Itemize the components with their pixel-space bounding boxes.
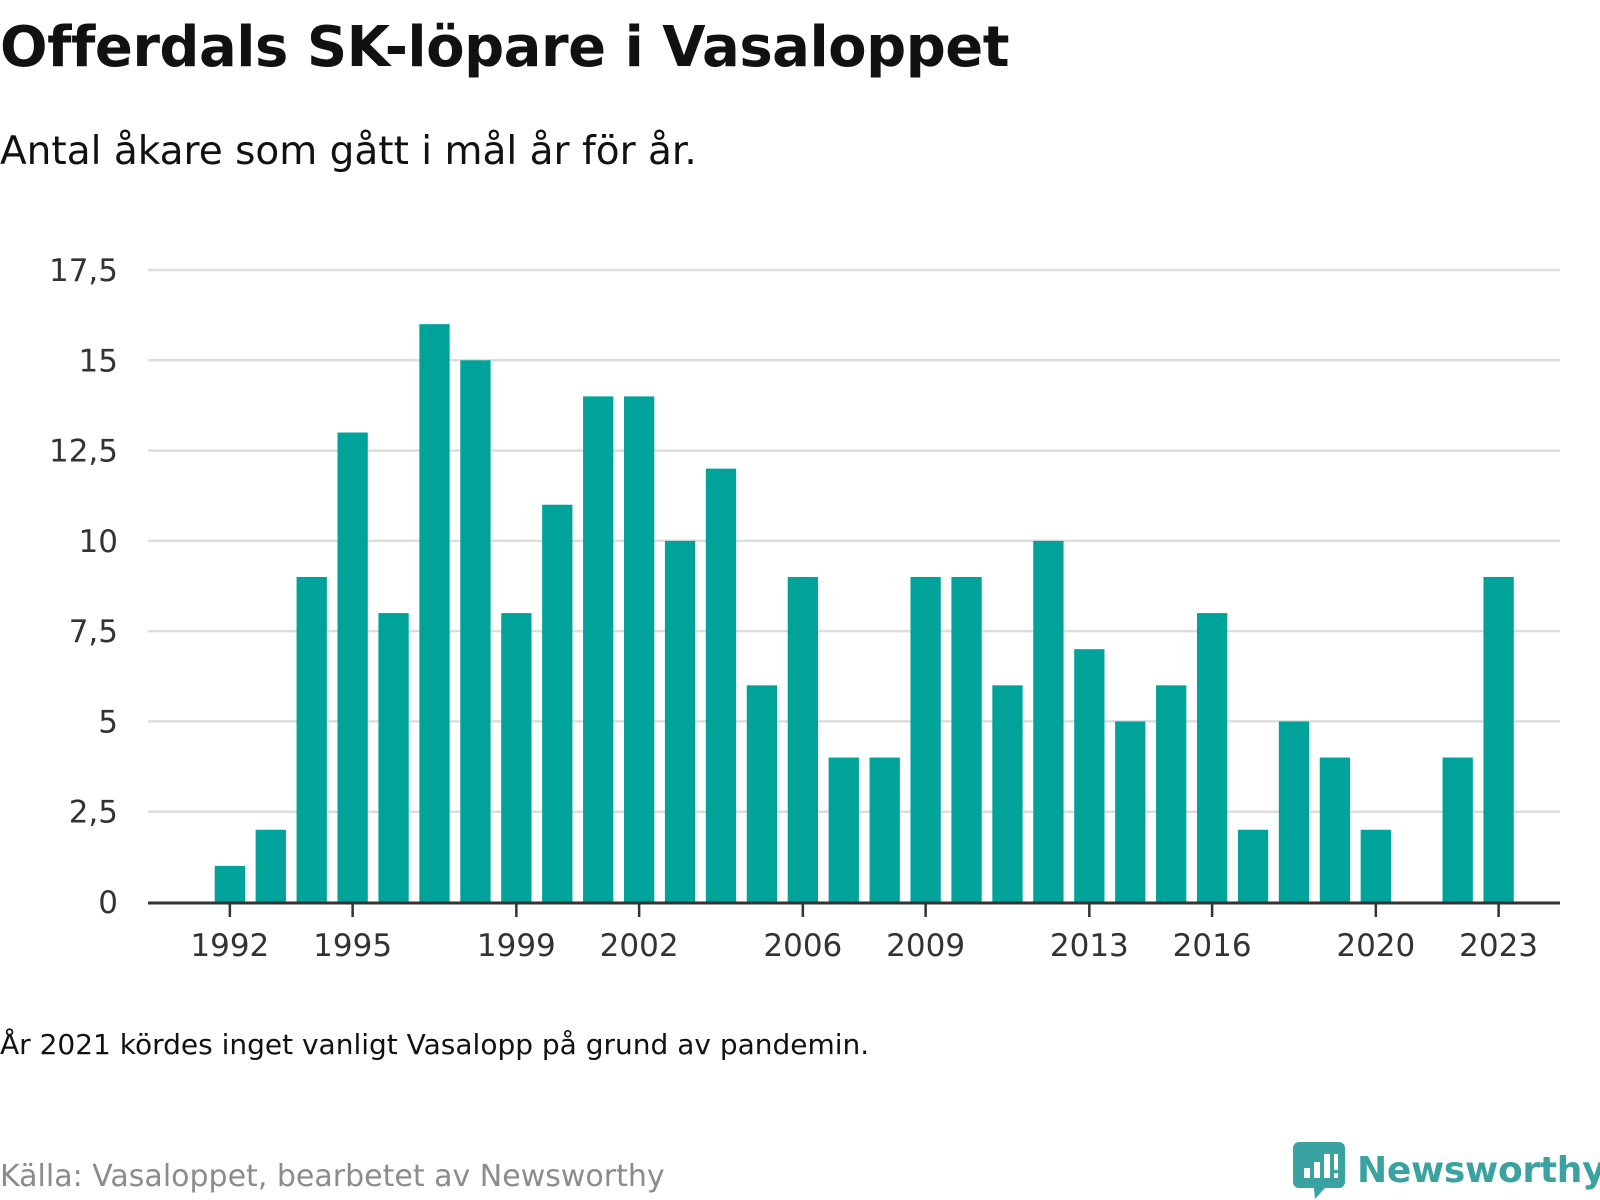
bar (337, 432, 368, 902)
bar (255, 829, 286, 902)
bar (460, 360, 491, 902)
bar (378, 613, 409, 902)
x-tick-label: 2023 (1459, 928, 1538, 964)
newsworthy-logo[interactable]: Newsworthy (1293, 1142, 1600, 1200)
y-tick-label: 15 (79, 343, 118, 379)
bar (992, 685, 1023, 902)
x-tick-label: 2002 (600, 928, 679, 964)
bar (1278, 721, 1310, 902)
bar (583, 396, 614, 902)
newsworthy-logo-icon (1293, 1142, 1345, 1199)
bar (869, 757, 900, 902)
bar (214, 865, 245, 902)
bar (1033, 540, 1064, 902)
x-tick-label: 2016 (1173, 928, 1252, 964)
y-tick-label: 7,5 (69, 614, 118, 650)
y-tick-label: 10 (79, 524, 118, 560)
bar (1442, 757, 1473, 902)
bar (910, 576, 941, 902)
bar (705, 468, 737, 902)
y-tick-label: 12,5 (49, 434, 118, 470)
x-tick-label: 2009 (886, 928, 965, 964)
y-tick-label: 5 (98, 704, 118, 740)
bar (746, 685, 778, 902)
bar (787, 576, 818, 902)
bar (1319, 757, 1351, 902)
bar (1360, 829, 1391, 902)
bar (951, 576, 982, 902)
x-tick-label: 1992 (190, 928, 269, 964)
y-axis-labels: 0 2,5 5 7,5 10 12,5 15 17,5 (49, 253, 118, 921)
bar (828, 757, 859, 902)
bar (1115, 721, 1146, 902)
source-credit: Källa: Vasaloppet, bearbetet av Newswort… (0, 1159, 665, 1194)
x-tick-label: 2006 (763, 928, 842, 964)
bar (664, 540, 696, 902)
bar (542, 504, 573, 902)
brand-name: Newsworthy (1357, 1150, 1600, 1191)
bar (1156, 685, 1187, 902)
x-tick-label: 2013 (1050, 928, 1129, 964)
chart-subtitle: Antal åkare som gått i mål år för år. (0, 129, 697, 174)
bars (214, 324, 1514, 903)
bar (296, 576, 327, 902)
bar (1074, 649, 1105, 902)
bar (419, 324, 450, 903)
chart-title: Offerdals SK-löpare i Vasaloppet (0, 15, 1010, 80)
y-tick-label: 17,5 (49, 253, 118, 289)
bar (1237, 829, 1269, 902)
bar (623, 396, 655, 902)
y-tick-label: 2,5 (69, 795, 118, 831)
bar (1196, 613, 1228, 902)
x-tick-label: 1995 (313, 928, 392, 964)
y-tick-label: 0 (98, 885, 118, 921)
x-axis-ticks: 1992 1995 1999 2002 2006 2009 2013 2016 2020 2023 (190, 903, 1538, 964)
bar (501, 613, 532, 902)
bar (1483, 576, 1514, 902)
x-tick-label: 2020 (1336, 928, 1415, 964)
bar-chart: 1992 1995 1999 2002 2006 2009 2013 2016 2020 2023… (49, 253, 1560, 964)
x-tick-label: 1999 (477, 928, 556, 964)
footnote: År 2021 kördes inget vanligt Vasalopp på… (0, 1028, 870, 1061)
